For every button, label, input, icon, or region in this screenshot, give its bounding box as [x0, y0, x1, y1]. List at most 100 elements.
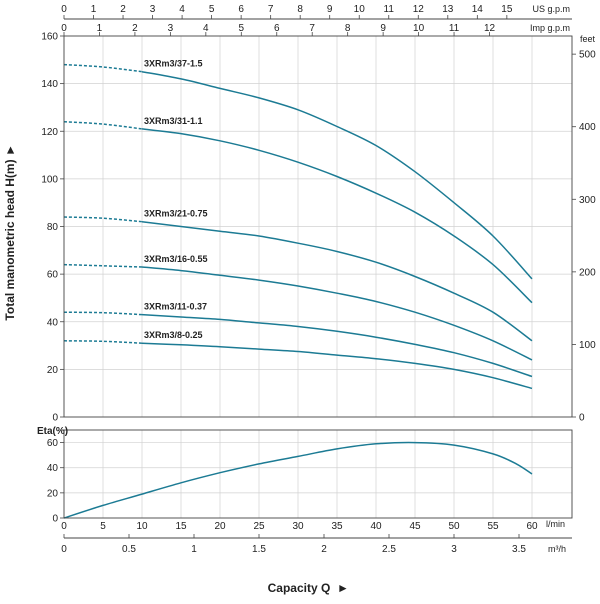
- feet-tick-label: 500: [579, 50, 596, 61]
- imp-gpm-tick-label: 8: [345, 23, 351, 34]
- m3h-tick-label: 2: [321, 544, 327, 555]
- feet-tick-label: 400: [579, 122, 596, 133]
- us-gpm-tick-label: 9: [327, 4, 333, 15]
- curve-label-3: 3XRm3/16-0.55: [144, 254, 208, 264]
- efficiency-panel-frame: [63, 429, 573, 519]
- lpm-tick-label: 60: [526, 521, 538, 532]
- us-gpm-tick-label: 3: [150, 4, 156, 15]
- lpm-tick-label: 50: [448, 521, 460, 532]
- us-gpm-tick-label: 4: [179, 4, 185, 15]
- head-y-tick-label: 20: [47, 365, 59, 376]
- lpm-tick-label: 55: [487, 521, 499, 532]
- eta-y-tick-label: 60: [47, 438, 59, 449]
- head-y-tick-label: 0: [52, 413, 58, 424]
- head-curve-4: [141, 313, 533, 378]
- lpm-tick-label: 5: [100, 521, 106, 532]
- top-axis-2-unit: Imp g.p.m: [530, 23, 570, 33]
- eta-y-tick-label: 20: [47, 488, 59, 499]
- curve-label-2: 3XRm3/21-0.75: [144, 209, 208, 219]
- efficiency-axis-title: Eta(%): [37, 426, 68, 437]
- head-curves: [63, 63, 533, 390]
- lpm-tick-label: 40: [370, 521, 382, 532]
- us-gpm-tick-label: 11: [384, 4, 395, 15]
- x-axis-title: Capacity Q: [268, 581, 331, 595]
- lpm-tick-label: 10: [136, 521, 148, 532]
- curve-label-4: 3XRm3/11-0.37: [144, 302, 207, 312]
- m3h-tick-label: 1.5: [252, 544, 266, 555]
- lpm-tick-label: 45: [409, 521, 421, 532]
- y-axis-title: Total manometric head H(m): [3, 159, 17, 320]
- y-axis-title-arrow: ►: [3, 144, 17, 156]
- imp-gpm-tick-label: 3: [168, 23, 174, 34]
- feet-tick-label: 0: [579, 413, 585, 424]
- imp-gpm-tick-label: 7: [309, 23, 315, 34]
- imp-gpm-tick-label: 12: [484, 23, 496, 34]
- x-axis-title-arrow: ►: [337, 581, 349, 595]
- us-gpm-tick-label: 13: [442, 4, 454, 15]
- imp-gpm-tick-label: 5: [239, 23, 245, 34]
- feet-tick-label: 300: [579, 195, 596, 206]
- us-gpm-tick-label: 15: [501, 4, 513, 15]
- us-gpm-tick-label: 0: [61, 4, 67, 15]
- m3h-tick-label: 3.5: [512, 544, 526, 555]
- head-y-tick-label: 100: [41, 174, 58, 185]
- right-axis-title: feet: [580, 34, 596, 44]
- us-gpm-tick-label: 10: [354, 4, 366, 15]
- lpm-tick-label: 25: [253, 521, 265, 532]
- imp-gpm-tick-label: 9: [380, 23, 386, 34]
- m3h-tick-label: 0.5: [122, 544, 136, 555]
- us-gpm-tick-label: 7: [268, 4, 274, 15]
- m3h-axis-unit: m³/h: [548, 544, 566, 554]
- head-y-tick-label: 40: [47, 317, 59, 328]
- us-gpm-tick-label: 8: [297, 4, 303, 15]
- curve-label-0: 3XRm3/37-1.5: [144, 59, 203, 69]
- us-gpm-tick-label: 14: [472, 4, 484, 15]
- head-y-tick-label: 160: [41, 32, 58, 43]
- lpm-tick-label: 0: [61, 521, 67, 532]
- m3h-tick-label: 3: [451, 544, 457, 555]
- head-panel-grid: [64, 36, 572, 417]
- curve-label-1: 3XRm3/31-1.1: [144, 116, 203, 126]
- us-gpm-tick-label: 1: [91, 4, 97, 15]
- lpm-tick-label: 30: [292, 521, 304, 532]
- m3h-tick-label: 0: [61, 544, 67, 555]
- us-gpm-tick-label: 2: [120, 4, 126, 15]
- feet-tick-label: 100: [579, 340, 596, 351]
- head-curve-2: [141, 220, 533, 342]
- us-gpm-tick-label: 12: [413, 4, 425, 15]
- lpm-tick-label: 35: [331, 521, 343, 532]
- efficiency-panel-grid: [64, 430, 572, 518]
- imp-gpm-tick-label: 4: [203, 23, 209, 34]
- head-y-tick-label: 120: [41, 127, 58, 138]
- imp-gpm-tick-label: 0: [61, 23, 67, 34]
- curve-label-5: 3XRm3/8-0.25: [144, 330, 203, 340]
- m3h-tick-label: 1: [191, 544, 197, 555]
- lpm-axis-unit: l/min: [546, 519, 565, 529]
- head-curve-5: [141, 342, 533, 390]
- head-panel-frame: [63, 35, 573, 418]
- feet-tick-label: 200: [579, 267, 596, 278]
- lpm-tick-label: 15: [175, 521, 187, 532]
- efficiency-curves: [63, 441, 533, 519]
- head-curve-3: [141, 266, 533, 361]
- head-curve-1: [141, 128, 533, 304]
- head-y-tick-label: 140: [41, 79, 58, 90]
- us-gpm-tick-label: 5: [209, 4, 215, 15]
- efficiency-curve-0: [63, 441, 533, 519]
- imp-gpm-tick-label: 1: [97, 23, 103, 34]
- head-y-tick-label: 60: [47, 270, 59, 281]
- imp-gpm-tick-label: 11: [449, 23, 460, 34]
- m3h-tick-label: 2.5: [382, 544, 396, 555]
- imp-gpm-tick-label: 2: [132, 23, 138, 34]
- us-gpm-tick-label: 6: [238, 4, 244, 15]
- eta-y-tick-label: 40: [47, 463, 59, 474]
- top-axis-1-unit: US g.p.m: [532, 4, 570, 14]
- eta-y-tick-label: 0: [52, 514, 58, 525]
- head-y-tick-label: 80: [47, 222, 59, 233]
- imp-gpm-tick-label: 10: [413, 23, 425, 34]
- head-curve-0: [141, 70, 533, 280]
- imp-gpm-tick-label: 6: [274, 23, 280, 34]
- lpm-tick-label: 20: [214, 521, 226, 532]
